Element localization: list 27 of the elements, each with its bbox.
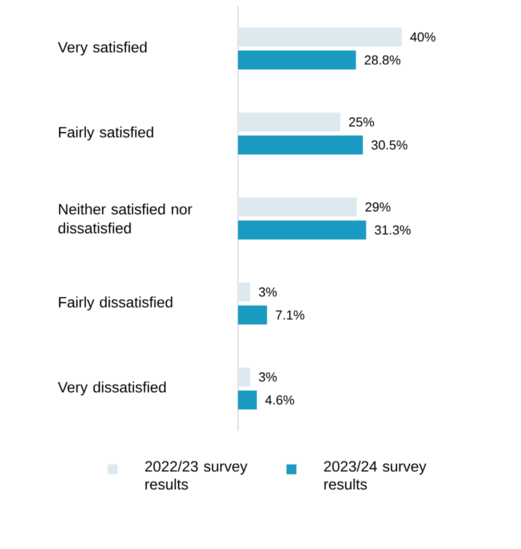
y-tick-label: Very dissatisfied [58,382,166,396]
bar [238,282,250,302]
y-tick-label: Very satisfied [58,42,147,56]
y-tick-label: Neither satisfied nor dissatisfied [58,204,192,234]
data-label: 3% [258,287,277,297]
data-label: 7.1% [276,310,304,320]
bar [238,368,250,387]
data-label: 40% [410,32,436,42]
legend-label: 2022/23 survey results [145,460,248,490]
data-label: 29% [366,202,390,212]
data-label: 3% [258,372,277,382]
data-label: 31.3% [374,225,411,235]
data-label: 4.6% [265,395,294,405]
bar [238,198,357,217]
legend-label: 2023/24 survey results [324,460,426,490]
bar [238,50,356,70]
data-label: 30.5% [372,140,408,150]
bar [238,112,340,132]
bar [238,136,363,155]
data-label: 25% [349,117,374,127]
data-label: 28.8% [364,55,400,65]
bar [238,28,402,47]
y-tick-label: Fairly dissatisfied [59,296,172,310]
bar [238,306,268,325]
y-tick-label: Fairly satisfied [59,126,154,140]
bar [238,390,257,410]
bar [238,220,366,240]
